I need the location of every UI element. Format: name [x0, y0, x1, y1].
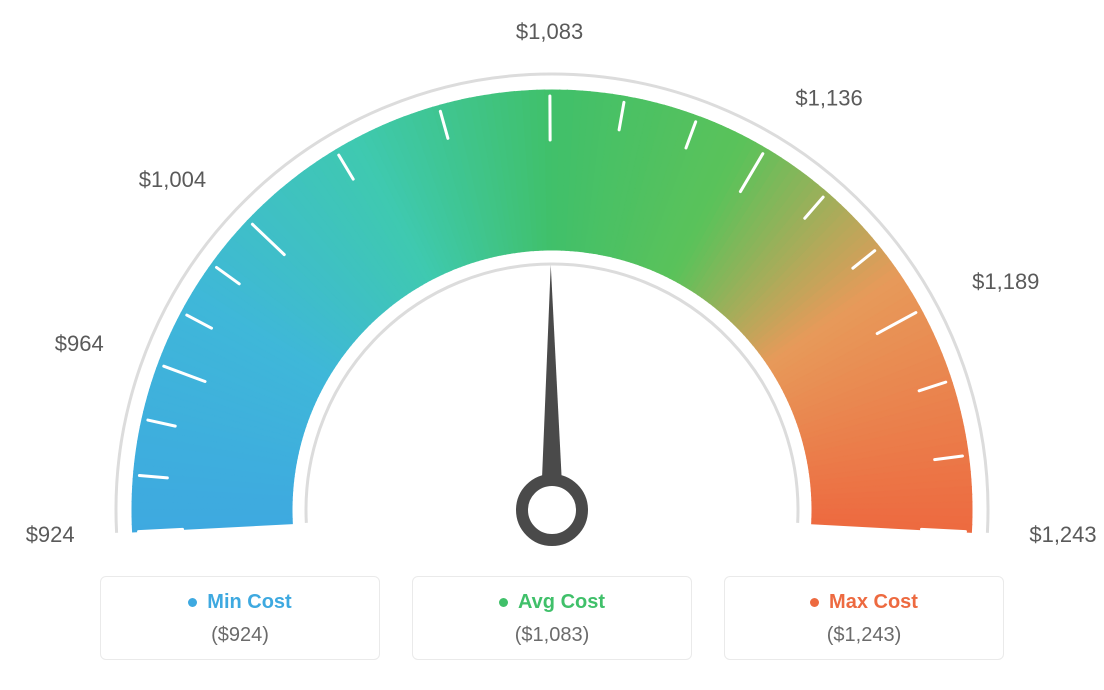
gauge-tick-label: $1,136 — [795, 86, 862, 111]
legend-row: Min Cost ($924) Avg Cost ($1,083) Max Cost ($… — [0, 576, 1104, 660]
legend-title-min: Min Cost — [188, 591, 291, 614]
legend-title-avg: Avg Cost — [499, 591, 605, 614]
gauge-tick-label: $1,083 — [516, 19, 583, 44]
gauge-container: $924 $964 $1,004 $1,083 $1,136 $1,189 $1,243 — [0, 0, 1104, 565]
legend-value: ($1,083) — [515, 624, 590, 647]
legend-label: Min Cost — [207, 591, 291, 614]
legend-label: Avg Cost — [518, 591, 605, 614]
legend-title-max: Max Cost — [810, 591, 918, 614]
gauge-tick-label: $964 — [55, 331, 104, 356]
legend-card-min: Min Cost ($924) — [100, 576, 380, 660]
legend-label: Max Cost — [829, 591, 918, 614]
gauge-tick-label: $1,189 — [972, 269, 1039, 294]
gauge-chart: $924 $964 $1,004 $1,083 $1,136 $1,189 $1,243 — [0, 0, 1104, 560]
gauge-needle — [522, 265, 582, 540]
legend-card-max: Max Cost ($1,243) — [724, 576, 1004, 660]
legend-value: ($1,243) — [827, 624, 902, 647]
gauge-tick-label: $1,243 — [1029, 522, 1096, 547]
legend-dot-icon — [188, 598, 197, 607]
gauge-tick-label: $1,004 — [139, 167, 206, 192]
legend-card-avg: Avg Cost ($1,083) — [412, 576, 692, 660]
legend-dot-icon — [810, 598, 819, 607]
gauge-tick-label: $924 — [26, 522, 75, 547]
legend-dot-icon — [499, 598, 508, 607]
legend-value: ($924) — [211, 624, 269, 647]
